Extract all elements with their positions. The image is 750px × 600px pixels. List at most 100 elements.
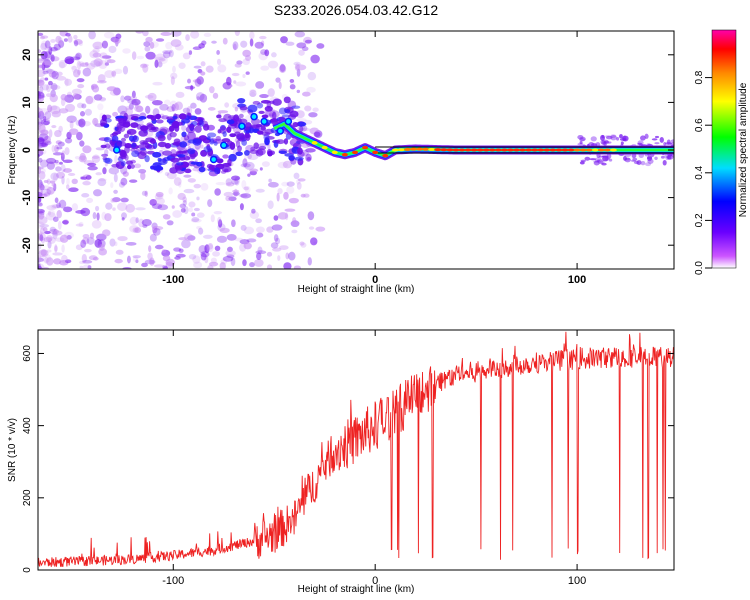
noise-blob [38,255,42,263]
noise-blob [145,36,153,43]
signal-blob [299,126,304,132]
noise-blob [93,189,103,197]
noise-blob [125,107,134,116]
signal-blob [660,155,665,159]
noise-blob [60,94,68,101]
signal-blob [140,125,149,132]
noise-blob [47,104,53,113]
noise-blob [58,59,67,69]
noise-blob [101,55,112,59]
noise-blob [190,84,194,91]
noise-blob [38,197,42,203]
x-tick-label: -100 [162,274,184,286]
noise-blob [217,64,227,73]
signal-blob [258,110,265,114]
noise-blob [43,192,51,197]
signal-blob [157,157,162,162]
signal-blob [640,135,646,141]
figure-title: S233.2026.054.03.42.G12 [274,2,438,18]
noise-blob [38,69,46,78]
noise-blob [105,202,113,210]
noise-blob [300,193,306,198]
noise-blob [162,266,169,269]
noise-blob [87,165,98,171]
noise-blob [240,40,248,48]
noise-blob [82,145,92,154]
noise-blob [91,154,101,164]
signal-blob [183,156,191,161]
noise-blob [144,190,149,197]
noise-blob [140,63,148,69]
noise-blob [97,74,106,83]
noise-blob [277,255,281,261]
noise-blob [273,215,279,221]
signal-blob [133,117,143,122]
noise-blob [240,163,251,168]
noise-blob [173,247,182,252]
noise-blob [46,249,52,253]
noise-blob [75,52,82,60]
signal-blob [153,165,164,171]
noise-blob [140,63,149,68]
noise-blob [161,264,168,269]
noise-blob [85,95,94,105]
hot-spot [284,117,293,126]
signal-blob [247,104,258,113]
noise-blob [38,107,49,116]
noise-blob [179,203,187,209]
signal-blob [100,118,108,126]
noise-blob [142,224,148,228]
noise-blob [71,88,82,95]
signal-blob [124,154,129,161]
noise-blob [74,53,81,61]
noise-blob [199,144,204,149]
signal-blob [647,158,654,164]
noise-blob [154,197,165,205]
ridge-peak [452,148,460,152]
noise-blob [268,178,272,183]
noise-blob [38,138,45,142]
signal-blob [194,125,202,133]
noise-blob [66,115,77,123]
noise-blob [160,31,172,37]
signal-blob [284,108,291,114]
noise-blob [249,92,256,97]
noise-blob [200,253,207,261]
noise-blob [306,157,312,161]
noise-blob [120,95,125,103]
ridge-peak [464,148,472,152]
signal-blob [226,119,235,125]
noise-blob [141,262,148,268]
noise-blob [266,226,274,233]
noise-blob [114,155,118,164]
noise-blob [296,68,301,77]
noise-blob [187,178,196,183]
signal-blob [202,123,210,131]
noise-blob [282,160,293,169]
noise-blob [98,248,108,256]
noise-blob [63,168,73,173]
noise-blob [63,38,68,42]
y-tick-label: -20 [21,237,33,253]
noise-blob [138,218,145,228]
y-tick-label: 600 [22,345,33,362]
signal-blob [296,121,307,127]
noise-blob [38,263,45,269]
noise-blob [96,97,107,101]
y-tick-label: 0 [21,147,33,153]
ridge-peak [391,148,399,152]
noise-blob [38,157,43,163]
signal-blob [593,160,600,166]
signal-blob [187,148,196,155]
noise-blob [151,203,163,210]
noise-blob [290,79,295,87]
noise-blob [53,183,57,192]
noise-blob [54,130,62,138]
noise-blob [225,250,236,257]
signal-blob [264,105,273,112]
noise-blob [223,84,233,88]
noise-blob [200,182,209,191]
noise-blob [97,103,104,111]
noise-blob [62,159,73,163]
noise-blob [125,105,132,111]
